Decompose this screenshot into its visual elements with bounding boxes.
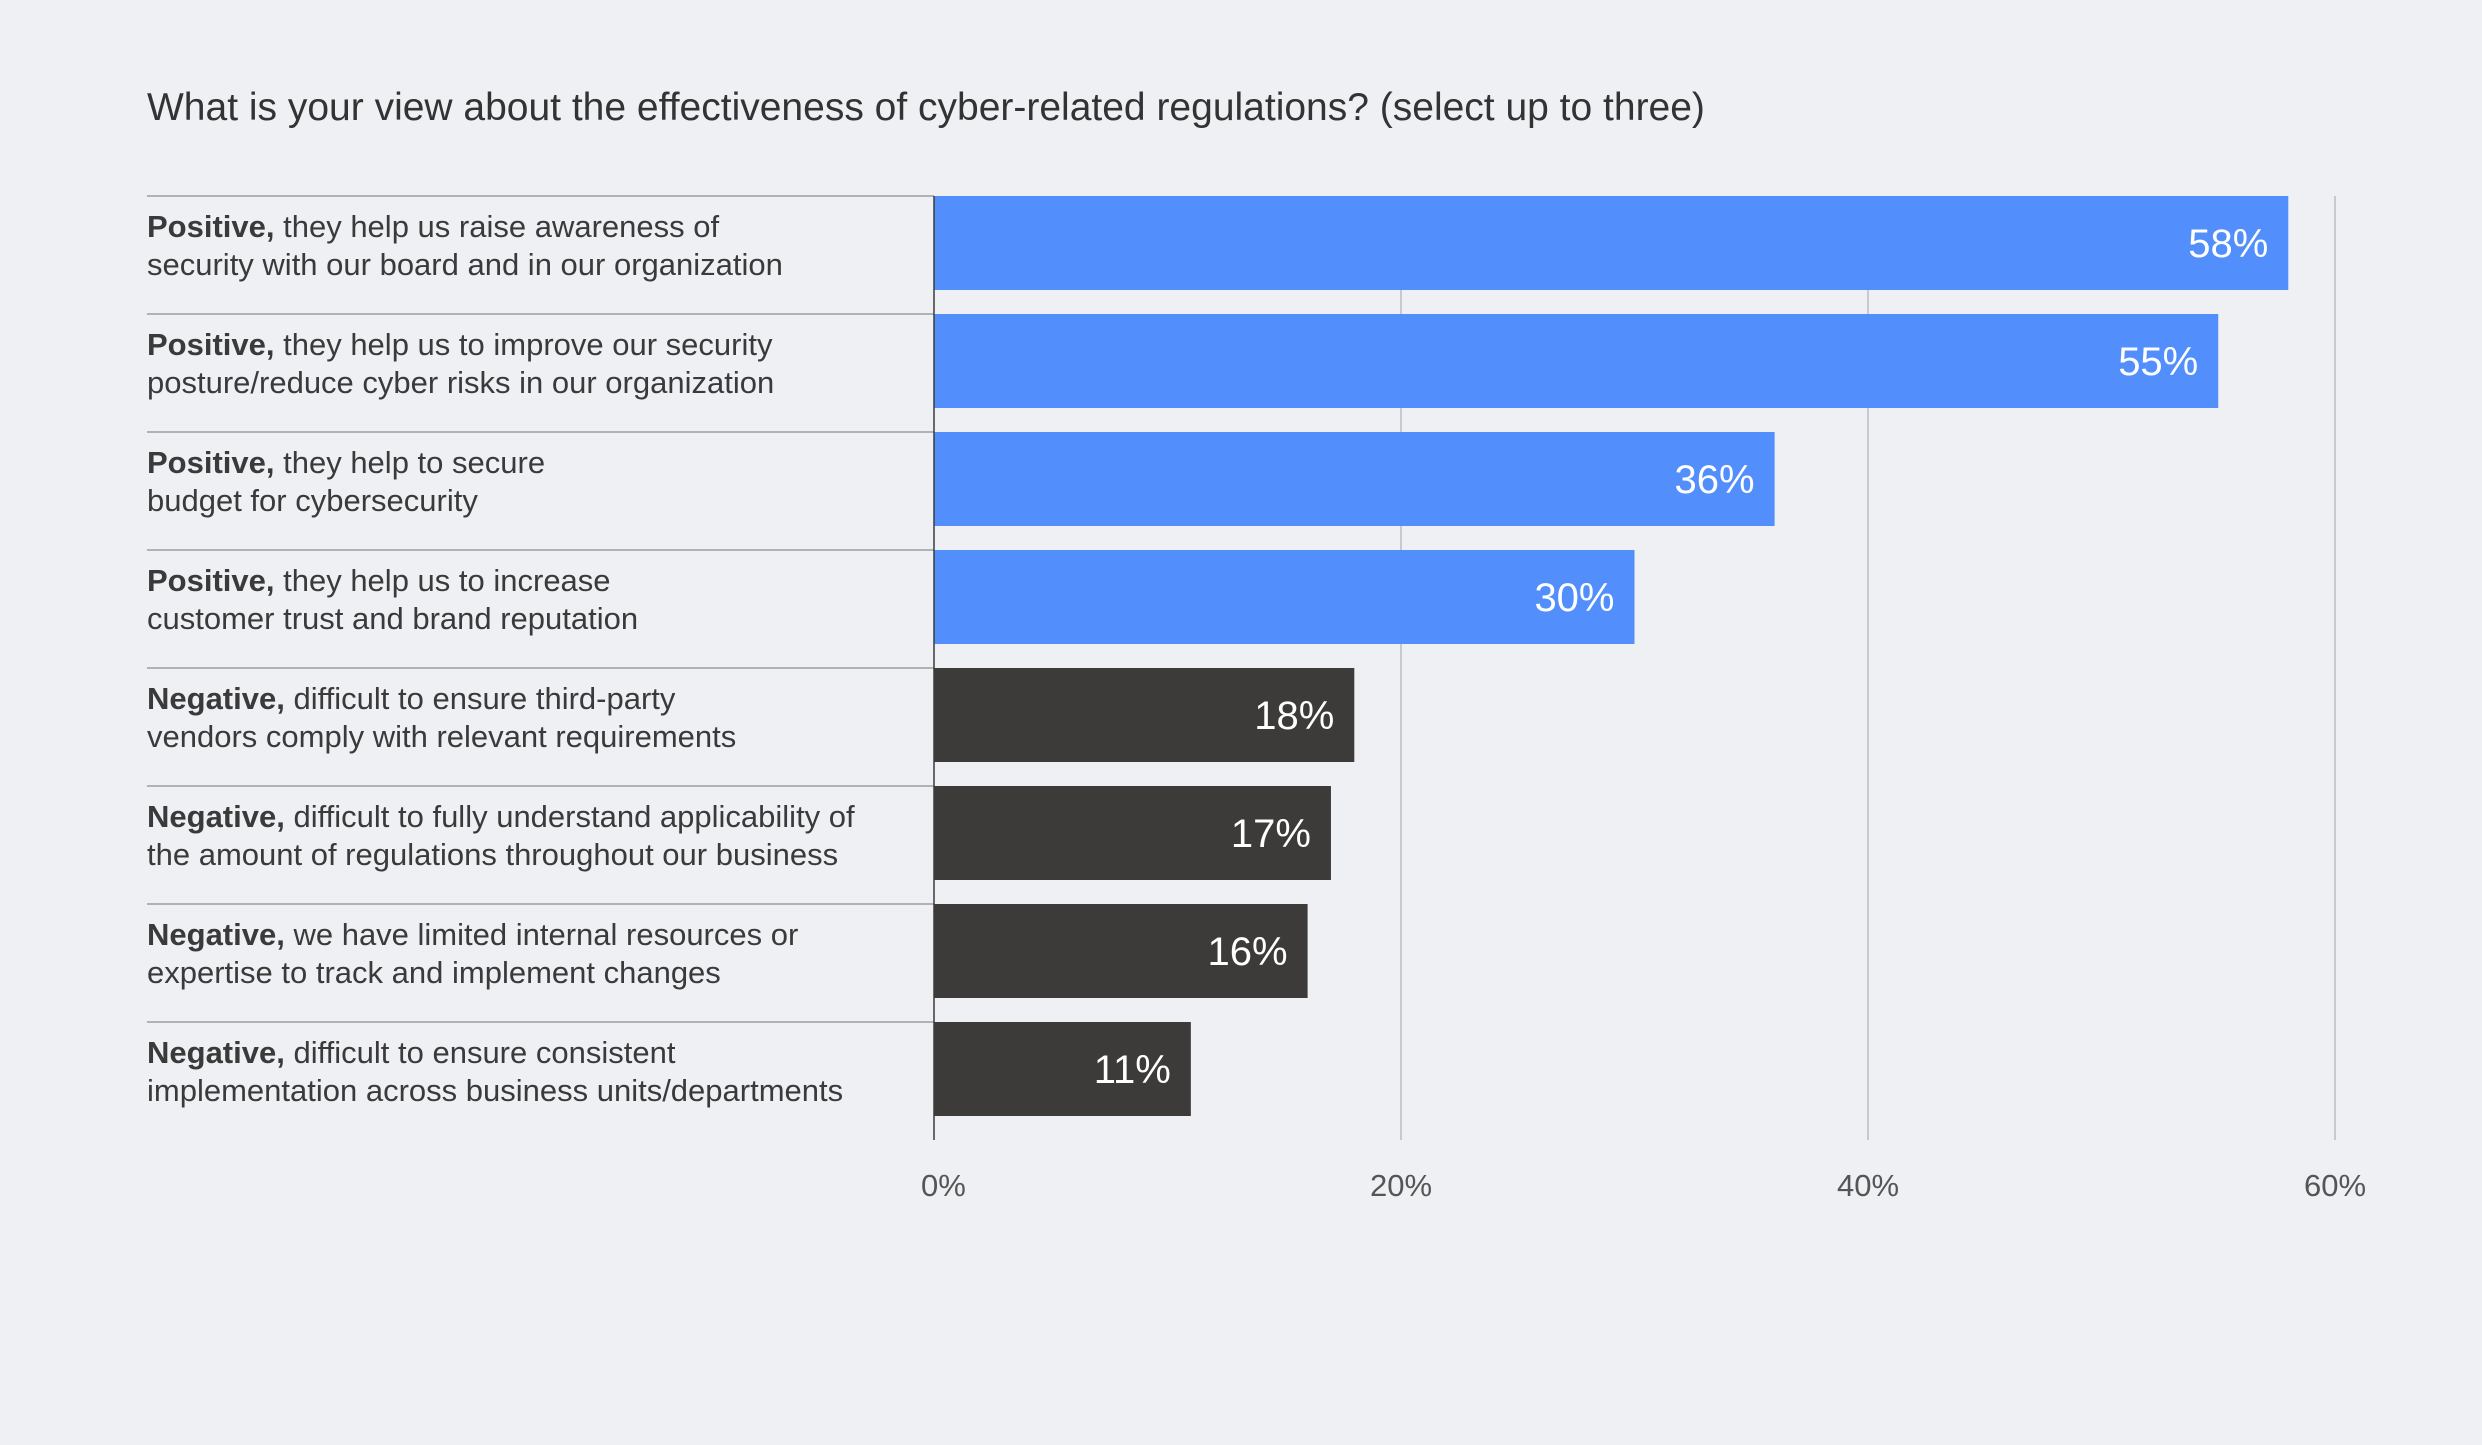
value-label-4: 30% <box>1534 576 1614 620</box>
value-label-7: 16% <box>1208 930 1288 974</box>
category-labels: Positive, they help us raise awareness o… <box>147 209 855 1108</box>
category-label-line1: we have limited internal resources or <box>285 917 798 952</box>
category-label-2: Positive, they help us to improve our se… <box>147 327 773 362</box>
value-label-5: 18% <box>1254 694 1334 738</box>
x-tick-label-40: 40% <box>1837 1168 1899 1203</box>
category-label-line1: difficult to ensure third-party <box>285 681 676 716</box>
x-tick-label-60: 60% <box>2304 1168 2366 1203</box>
category-label-line1: they help to secure <box>275 445 546 480</box>
category-label-sentiment: Positive, <box>147 327 275 362</box>
category-label-line2: expertise to track and implement changes <box>147 955 721 990</box>
value-label-1: 58% <box>2188 222 2268 266</box>
category-label-sentiment: Positive, <box>147 209 275 244</box>
category-label-4: Positive, they help us to increase <box>147 563 611 598</box>
category-label-1: Positive, they help us raise awareness o… <box>147 209 719 244</box>
category-label-line2: security with our board and in our organ… <box>147 247 783 282</box>
category-label-5: Negative, difficult to ensure third-part… <box>147 681 676 716</box>
x-tick-labels: 0% 20% 40% 60% <box>921 1168 2366 1203</box>
category-label-line2: vendors comply with relevant requirement… <box>147 719 736 754</box>
bar-2 <box>934 314 2219 408</box>
bar-7 <box>934 904 1308 998</box>
category-label-line2: budget for cybersecurity <box>147 483 478 518</box>
category-label-line2: the amount of regulations throughout our… <box>147 837 838 872</box>
x-tick-label-20: 20% <box>1370 1168 1432 1203</box>
category-label-sentiment: Negative, <box>147 1035 285 1070</box>
category-label-sentiment: Negative, <box>147 917 285 952</box>
bar-3 <box>934 432 1775 526</box>
value-label-8: 11% <box>1094 1048 1171 1092</box>
category-label-line2: posture/reduce cyber risks in our organi… <box>147 365 774 400</box>
bar-6 <box>934 786 1331 880</box>
category-label-sentiment: Positive, <box>147 563 275 598</box>
chart-title: What is your view about the effectivenes… <box>147 86 1705 129</box>
bar-1 <box>934 196 2289 290</box>
bar-4 <box>934 550 1635 644</box>
category-label-sentiment: Negative, <box>147 799 285 834</box>
category-label-line2: customer trust and brand reputation <box>147 601 638 636</box>
category-label-3: Positive, they help to secure <box>147 445 545 480</box>
value-label-6: 17% <box>1231 812 1311 856</box>
category-label-line1: difficult to fully understand applicabil… <box>285 799 855 834</box>
category-label-sentiment: Negative, <box>147 681 285 716</box>
category-label-line1: difficult to ensure consistent <box>285 1035 676 1070</box>
category-label-line2: implementation across business units/dep… <box>147 1073 843 1108</box>
bars: 58% 55% 36% 30% 18% 17% 16% 11% <box>934 196 2289 1116</box>
row-separators <box>147 195 934 1023</box>
category-label-line1: they help us raise awareness of <box>275 209 720 244</box>
value-label-3: 36% <box>1675 458 1755 502</box>
bar-8 <box>934 1022 1191 1116</box>
category-label-sentiment: Positive, <box>147 445 275 480</box>
category-label-line1: they help us to increase <box>275 563 611 598</box>
category-label-line1: they help us to improve our security <box>275 327 773 362</box>
bar-5 <box>934 668 1355 762</box>
category-label-8: Negative, difficult to ensure consistent <box>147 1035 676 1070</box>
category-label-7: Negative, we have limited internal resou… <box>147 917 798 952</box>
x-tick-label-0: 0% <box>921 1168 966 1203</box>
value-label-2: 55% <box>2118 340 2198 384</box>
category-label-6: Negative, difficult to fully understand … <box>147 799 855 834</box>
